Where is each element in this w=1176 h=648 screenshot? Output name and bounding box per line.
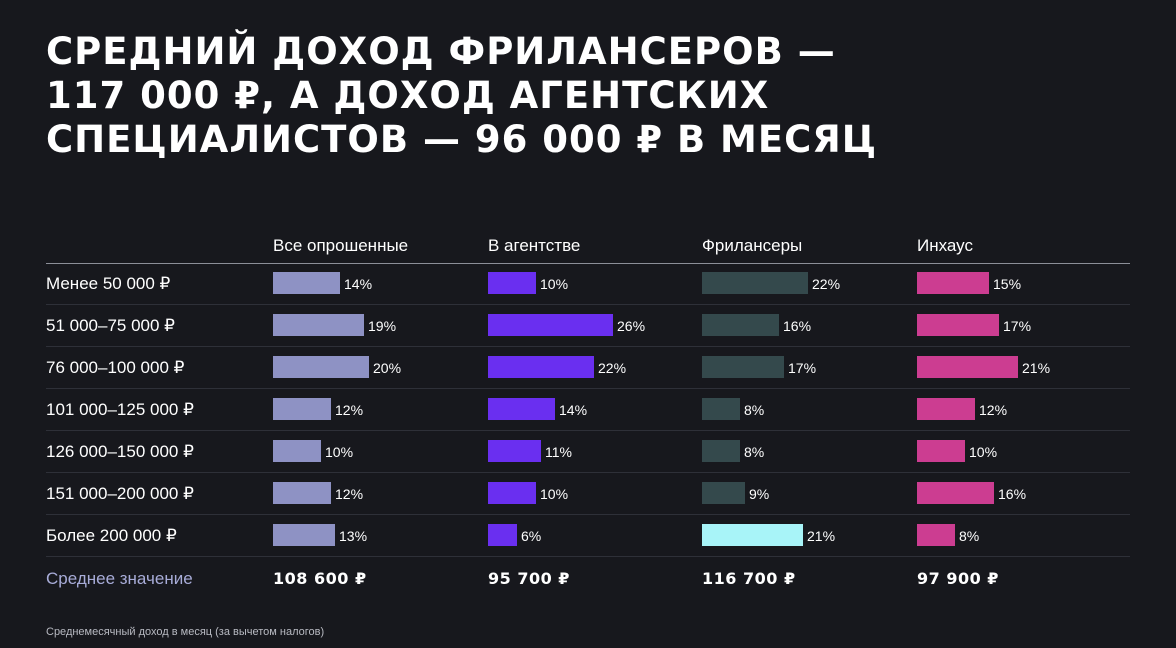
bar-value-label: 20% bbox=[373, 360, 402, 376]
average-value: 116 700 ₽ bbox=[702, 569, 796, 588]
bar bbox=[273, 482, 331, 504]
bar-value-label: 12% bbox=[979, 402, 1008, 418]
bar bbox=[917, 272, 989, 294]
column-header-4: Инхаус bbox=[917, 236, 973, 255]
column-header-1: Все опрошенные bbox=[273, 236, 409, 255]
title-line-2: 117 000 ₽, А ДОХОД АГЕНТСКИХ bbox=[46, 74, 770, 117]
row-divider bbox=[46, 472, 1130, 473]
bar bbox=[273, 272, 340, 294]
bar bbox=[273, 398, 331, 420]
bar-value-label: 10% bbox=[325, 444, 354, 460]
bar-value-label: 8% bbox=[744, 444, 765, 460]
row-divider bbox=[46, 514, 1130, 515]
bar bbox=[488, 524, 517, 546]
bar-value-label: 12% bbox=[335, 486, 364, 502]
bar-value-label: 14% bbox=[344, 276, 373, 292]
bar-value-label: 14% bbox=[559, 402, 588, 418]
row-label: 51 000–75 000 ₽ bbox=[46, 316, 175, 335]
bar-value-label: 17% bbox=[1003, 318, 1032, 334]
title-line-3: СПЕЦИАЛИСТОВ — 96 000 ₽ В МЕСЯЦ bbox=[46, 118, 878, 161]
bar bbox=[702, 440, 740, 462]
bar bbox=[488, 314, 613, 336]
bar-value-label: 21% bbox=[1022, 360, 1051, 376]
bar bbox=[702, 524, 803, 546]
bar-value-label: 22% bbox=[598, 360, 627, 376]
page-title: СРЕДНИЙ ДОХОД ФРИЛАНСЕРОВ — 117 000 ₽, А… bbox=[46, 30, 1146, 162]
column-header-3: Фрилансеры bbox=[702, 236, 803, 255]
title-line-1: СРЕДНИЙ ДОХОД ФРИЛАНСЕРОВ — bbox=[46, 30, 836, 73]
average-value: 97 900 ₽ bbox=[917, 569, 999, 588]
column-header-2: В агентстве bbox=[488, 236, 581, 255]
bar bbox=[488, 482, 536, 504]
bar bbox=[488, 356, 594, 378]
bar-value-label: 17% bbox=[788, 360, 817, 376]
average-row-label: Среднее значение bbox=[46, 569, 193, 588]
bar-value-label: 9% bbox=[749, 486, 770, 502]
row-divider bbox=[46, 346, 1130, 347]
bar-value-label: 15% bbox=[993, 276, 1022, 292]
bar bbox=[917, 314, 999, 336]
bar bbox=[273, 314, 364, 336]
row-label: 76 000–100 000 ₽ bbox=[46, 358, 185, 377]
row-divider bbox=[46, 304, 1130, 305]
bar bbox=[917, 440, 965, 462]
bar-value-label: 10% bbox=[969, 444, 998, 460]
row-label: 101 000–125 000 ₽ bbox=[46, 400, 194, 419]
bar bbox=[917, 398, 975, 420]
bar bbox=[917, 482, 994, 504]
header-divider bbox=[46, 263, 1130, 264]
bar-value-label: 10% bbox=[540, 486, 569, 502]
bar-value-label: 13% bbox=[339, 528, 368, 544]
bar-value-label: 10% bbox=[540, 276, 569, 292]
row-divider bbox=[46, 388, 1130, 389]
bar-value-label: 16% bbox=[783, 318, 812, 334]
row-divider bbox=[46, 430, 1130, 431]
bar-value-label: 16% bbox=[998, 486, 1027, 502]
row-label: 126 000–150 000 ₽ bbox=[46, 442, 194, 461]
bar bbox=[702, 482, 745, 504]
row-label: Менее 50 000 ₽ bbox=[46, 274, 171, 293]
bar bbox=[702, 398, 740, 420]
bar bbox=[917, 356, 1018, 378]
average-value: 108 600 ₽ bbox=[273, 569, 367, 588]
bar-value-label: 22% bbox=[812, 276, 841, 292]
bar bbox=[917, 524, 955, 546]
average-value: 95 700 ₽ bbox=[488, 569, 570, 588]
bar-value-label: 12% bbox=[335, 402, 364, 418]
bar-value-label: 8% bbox=[959, 528, 980, 544]
bar-value-label: 26% bbox=[617, 318, 646, 334]
bar bbox=[273, 440, 321, 462]
bar bbox=[488, 398, 555, 420]
bar bbox=[702, 272, 808, 294]
bar bbox=[702, 356, 784, 378]
row-label: 151 000–200 000 ₽ bbox=[46, 484, 194, 503]
bar-value-label: 19% bbox=[368, 318, 397, 334]
bar-value-label: 11% bbox=[545, 444, 572, 460]
bar-value-label: 21% bbox=[807, 528, 836, 544]
bar bbox=[488, 440, 541, 462]
bar bbox=[273, 524, 335, 546]
bar bbox=[488, 272, 536, 294]
bar-value-label: 8% bbox=[744, 402, 765, 418]
footnote: Среднемесячный доход в месяц (за вычетом… bbox=[46, 626, 325, 638]
bar bbox=[273, 356, 369, 378]
bar bbox=[702, 314, 779, 336]
row-divider bbox=[46, 556, 1130, 557]
bar-value-label: 6% bbox=[521, 528, 542, 544]
row-label: Более 200 000 ₽ bbox=[46, 526, 177, 545]
